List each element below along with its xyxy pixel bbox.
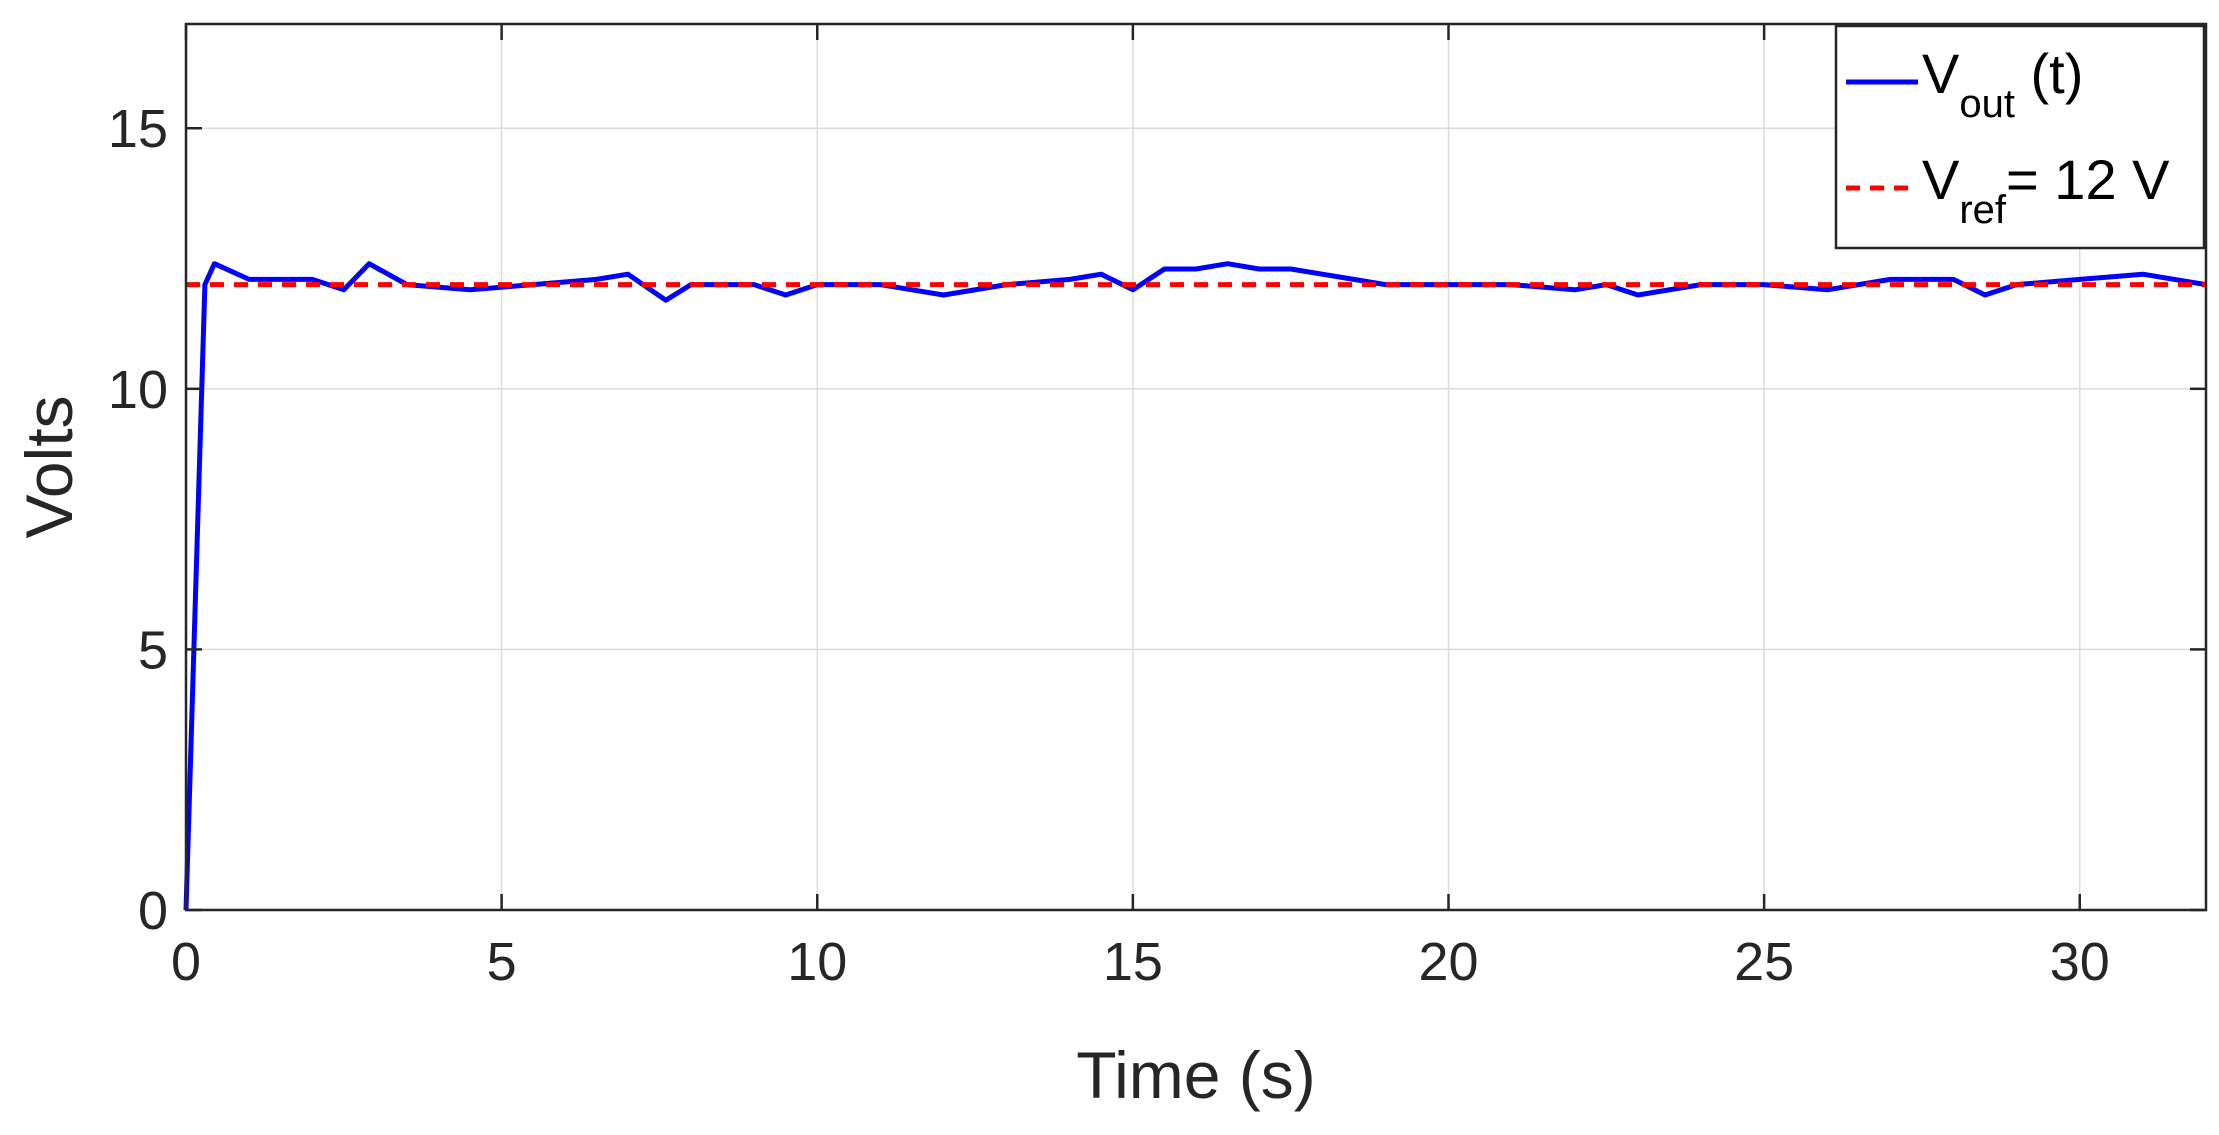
axes-box [184,22,2208,912]
y-tick-label: 0 [138,881,168,941]
x-tick-label: 20 [1418,932,1478,992]
y-tick-label: 5 [138,620,168,680]
x-tick-label: 5 [487,932,517,992]
x-tick-label: 30 [2050,932,2110,992]
x-axis-title: Time (s) [1076,1038,1316,1112]
legend-vref-suffix: = 12 V [2006,148,2170,211]
series-line-out [183,261,2207,911]
x-tick-label: 15 [1103,932,1163,992]
x-tick-label: 0 [171,932,201,992]
legend-box [1834,24,2206,250]
legend-label-vref: Vref= 12 V [1922,148,2170,232]
ticks: 0 5 10 15 20 25 30 0 5 10 15 [108,24,2206,992]
series-layer [183,261,2207,911]
legend-vref-main: V [1922,148,1960,211]
legend-vout-sub: out [1959,82,2015,126]
y-axis-title: Volts [12,395,86,538]
x-tick-label: 25 [1734,932,1794,992]
legend-vout-suffix: (t) [2015,42,2083,105]
legend-vout-main: V [1922,42,1960,105]
legend: Vout (t) Vref= 12 V [1834,24,2206,250]
x-tick-label: 10 [787,932,847,992]
y-tick-label: 15 [108,99,168,159]
legend-label-vout: Vout (t) [1922,42,2083,126]
y-tick-label: 10 [108,360,168,420]
legend-vref-sub: ref [1959,188,2007,232]
